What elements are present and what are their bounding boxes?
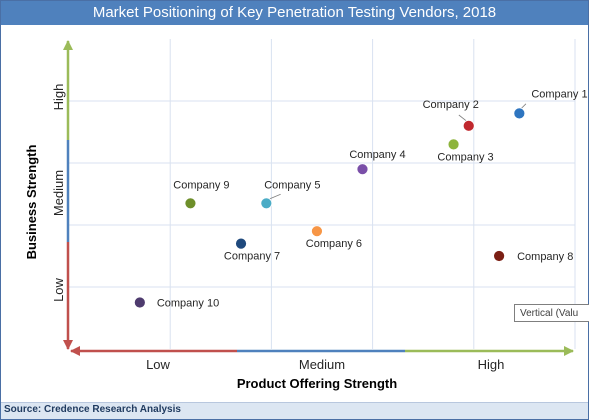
data-label: Company 7	[224, 251, 280, 263]
data-point	[513, 107, 526, 120]
data-point	[260, 197, 273, 210]
axis-tooltip: Vertical (Valu	[514, 304, 589, 322]
data-point	[493, 250, 506, 262]
data-label: Company 6	[306, 238, 362, 250]
data-point	[356, 163, 369, 176]
data-point	[184, 197, 197, 210]
chart-svg: Low Medium High Low Medium High Product Offeri…	[24, 39, 588, 391]
data-label: Company 9	[173, 179, 229, 191]
y-axis-title: Business Strength	[24, 145, 39, 260]
y-tick-label: High	[51, 84, 66, 111]
y-tick-label: Low	[51, 277, 66, 301]
x-tick-label: High	[478, 357, 505, 372]
data-point	[311, 225, 323, 238]
data-label: Company 5	[264, 179, 320, 191]
source-note: Source: Credence Research Analysis	[4, 404, 181, 415]
data-label: Company 3	[437, 151, 493, 163]
data-label: Company 1	[531, 88, 587, 100]
data-point	[235, 237, 247, 250]
source-bar: Source: Credence Research Analysis	[1, 402, 588, 419]
plot-area: Low Medium High Low Medium High Product Offeri…	[1, 25, 589, 403]
x-axis-title: Product Offering Strength	[237, 376, 397, 391]
data-point	[133, 296, 146, 309]
data-point	[447, 138, 460, 151]
chart-title: Market Positioning of Key Penetration Te…	[1, 1, 588, 25]
data-label: Company 10	[157, 298, 219, 310]
data-label: Company 8	[517, 251, 573, 263]
data-label: Company 4	[349, 149, 405, 161]
y-tick-label: Medium	[51, 170, 66, 216]
data-point	[462, 119, 475, 132]
data-label: Company 2	[423, 99, 479, 111]
x-tick-label: Low	[146, 357, 170, 372]
x-tick-label: Medium	[299, 357, 345, 372]
